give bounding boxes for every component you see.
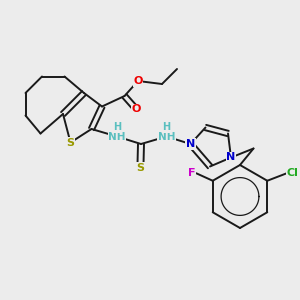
Text: O: O bbox=[133, 76, 143, 86]
Text: NH: NH bbox=[108, 131, 126, 142]
Text: Cl: Cl bbox=[286, 168, 298, 178]
Text: N: N bbox=[186, 139, 195, 149]
Text: S: S bbox=[67, 137, 74, 148]
Text: F: F bbox=[188, 168, 196, 178]
Text: H: H bbox=[162, 122, 171, 133]
Text: H: H bbox=[113, 122, 121, 133]
Text: S: S bbox=[136, 163, 144, 173]
Text: NH: NH bbox=[158, 131, 175, 142]
Text: N: N bbox=[226, 152, 236, 163]
Text: O: O bbox=[132, 104, 141, 115]
